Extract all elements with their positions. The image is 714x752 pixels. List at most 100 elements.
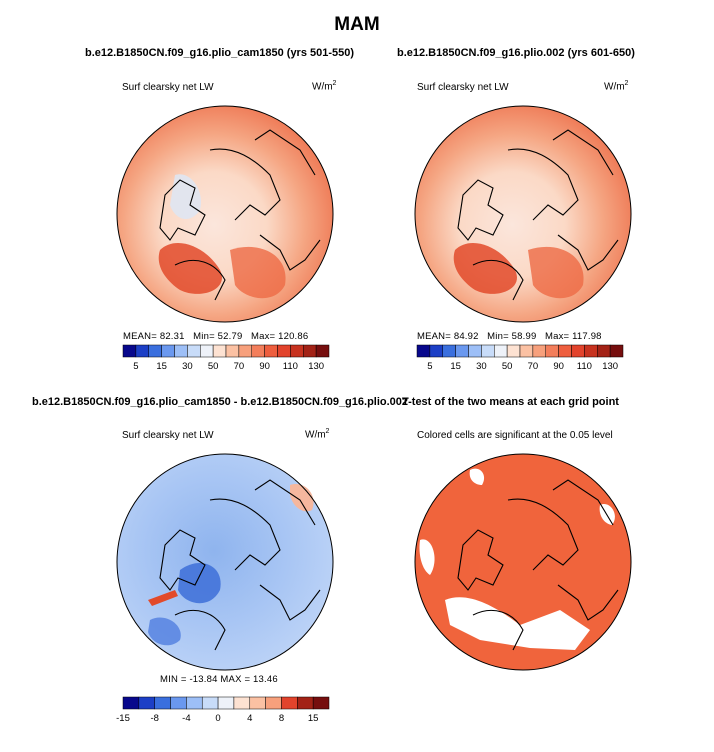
map4-insignificant-4 [469,468,485,485]
case1-title: b.e12.B1850CN.f09_g16.plio_cam1850 (yrs … [85,47,355,59]
colorbar-1-box [122,344,137,358]
panel4-subtitle: Colored cells are significant at the 0.0… [417,430,613,441]
panel1-variable: Surf clearsky net LW [122,82,214,93]
case2-title: b.e12.B1850CN.f09_g16.plio.002 (yrs 601-… [397,47,635,59]
colorbar-2-box [584,344,598,358]
colorbar-3-tick-label: 8 [279,713,284,724]
colorbar-3-tick-label: 0 [215,713,220,724]
map-panel-4 [414,453,632,671]
map-panel-2 [414,105,632,323]
colorbar-1-box [303,344,317,358]
colorbar-3-box [122,696,140,710]
colorbar-3-tick-label: 4 [247,713,252,724]
map2-coast [457,129,619,301]
colorbar-2-tick-label: 5 [427,361,432,372]
colorbar-2-box [545,344,559,358]
colorbar-3-tick-label: -4 [182,713,190,724]
colorbar-1-box [238,344,252,358]
colorbar-3-box [281,696,298,710]
colorbar-1-tick-label: 30 [182,361,193,372]
map2-warm-region-2 [528,246,584,299]
colorbar-3-box [297,696,314,710]
colorbars: 5 15 30 50 70 90 110 130 5 15 30 50 70 90 110 130 -15 -8 -… [116,344,624,724]
map1-warm-region-2 [230,246,286,299]
colorbar-2-box [455,344,469,358]
colorbar-2-tick-label: 90 [553,361,564,372]
colorbar-1-tick-label: 90 [259,361,270,372]
colorbar-2-box [571,344,585,358]
colorbar-3-box [233,696,251,710]
colorbar-3-tick-label: -15 [116,713,130,724]
colorbar-3-box [186,696,203,710]
map1-cold-region [170,174,201,220]
colorbar-3-box [312,696,330,710]
colorbar-3-tick-label: 15 [308,713,319,724]
map3-cold-region-2 [148,617,181,646]
colorbar-2-tick-label: 130 [602,361,618,372]
colorbar-1-tick-label: 130 [308,361,324,372]
map1-field [117,106,333,322]
map3-boundary [116,453,334,671]
colorbar-1-box [251,344,265,358]
colorbar-1-tick-label: 50 [208,361,219,372]
colorbar-3-tick-label: -8 [150,713,158,724]
colorbar-1-box [277,344,291,358]
map4-insignificant-2 [445,597,590,650]
panel3-variable: Surf clearsky net LW [122,430,214,441]
colorbar-1-box [161,344,175,358]
colorbar-2-box [519,344,534,358]
colorbar-1-box [187,344,201,358]
colorbar-1-box [148,344,162,358]
map4-coast [457,479,619,651]
colorbar-2-tick-label: 15 [450,361,461,372]
panel3-units: W/m2 [305,428,330,441]
colorbar-1-box [290,344,304,358]
colorbar-3-box [154,696,171,710]
panel2-stats: MEAN= 84.92 Min= 58.99 Max= 117.98 [417,331,602,342]
colorbar-1-box [315,344,330,358]
colorbar-2-box [506,344,521,358]
colorbar-2-tick-label: 70 [528,361,539,372]
map2-boundary [414,105,632,323]
map1-warm-region [158,242,222,294]
map-panel-3 [116,453,334,671]
map3-warm-spot [148,590,178,606]
ttest-title: T-test of the two means at each grid poi… [402,396,619,408]
map2-warm-region [453,242,517,294]
map4-boundary [414,453,632,671]
colorbar-1-box [212,344,227,358]
colorbar-2-tick-label: 50 [502,361,513,372]
colorbar-2-box [558,344,572,358]
panel3-stats: MIN = -13.84 MAX = 13.46 [160,674,278,685]
colorbar-3-box [249,696,266,710]
colorbar-3-box [138,696,155,710]
colorbar-1-box [200,344,214,358]
map1-coast [159,129,321,301]
colorbar-3-box [201,696,219,710]
panel2-units: W/m2 [604,80,629,93]
colorbar-2-box [494,344,508,358]
map3-field [117,454,333,670]
colorbar-2-tick-label: 110 [577,361,592,372]
map4-insignificant-1 [419,539,435,575]
map1-boundary [116,105,334,323]
panel2-variable: Surf clearsky net LW [417,82,509,93]
colorbar-1-tick-label: 110 [283,361,298,372]
map2-field [415,106,631,322]
figure-title: MAM [334,14,380,35]
map3-coast [159,479,321,651]
colorbar-1-box [135,344,149,358]
colorbar-2-box [609,344,624,358]
colorbar-2-box [442,344,456,358]
colorbar-2-box [429,344,443,358]
colorbar-2-box [416,344,431,358]
diff-title: b.e12.B1850CN.f09_g16.plio_cam1850 - b.e… [32,396,409,408]
colorbar-2-tick-label: 30 [476,361,487,372]
colorbar-1-tick-label: 15 [156,361,167,372]
colorbar-1-box [174,344,188,358]
panel1-stats: MEAN= 82.31 Min= 52.79 Max= 120.86 [123,331,309,342]
colorbar-2-box [597,344,611,358]
map-panel-1 [116,105,334,323]
colorbar-2-box [532,344,546,358]
